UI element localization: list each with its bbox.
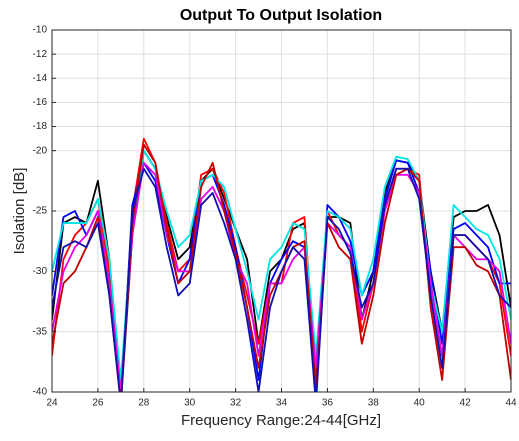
x-tick-label: 24 [46,398,58,409]
y-tick-label: -25 [33,206,48,217]
chart-title: Output To Output Isolation [180,7,382,24]
x-tick-label: 38 [368,398,380,409]
y-tick-label: -30 [33,266,48,277]
x-axis-label: Frequency Range:24-44[GHz] [181,412,381,429]
y-tick-label: -12 [33,49,48,60]
y-tick-label: -10 [33,25,48,36]
y-tick-label: -35 [33,326,48,337]
x-tick-label: 32 [230,398,242,409]
x-tick-label: 34 [276,398,288,409]
lines [52,137,511,392]
y-tick-label: -16 [33,97,48,108]
series-line [52,167,511,392]
x-tick-label: 44 [505,398,517,409]
y-tick-label: -14 [33,73,48,84]
x-tick-label: 28 [138,398,150,409]
y-tick-label: -20 [33,145,48,156]
x-tick-label: 40 [414,398,426,409]
y-axis-label: Isolation [dB] [11,168,28,255]
y-tick-label: -18 [33,121,48,132]
y-tick-label: -40 [33,387,48,398]
x-tick-label: 30 [184,398,196,409]
x-tick-label: 36 [322,398,334,409]
x-tick-label: 26 [92,398,104,409]
x-tick-label: 42 [460,398,472,409]
